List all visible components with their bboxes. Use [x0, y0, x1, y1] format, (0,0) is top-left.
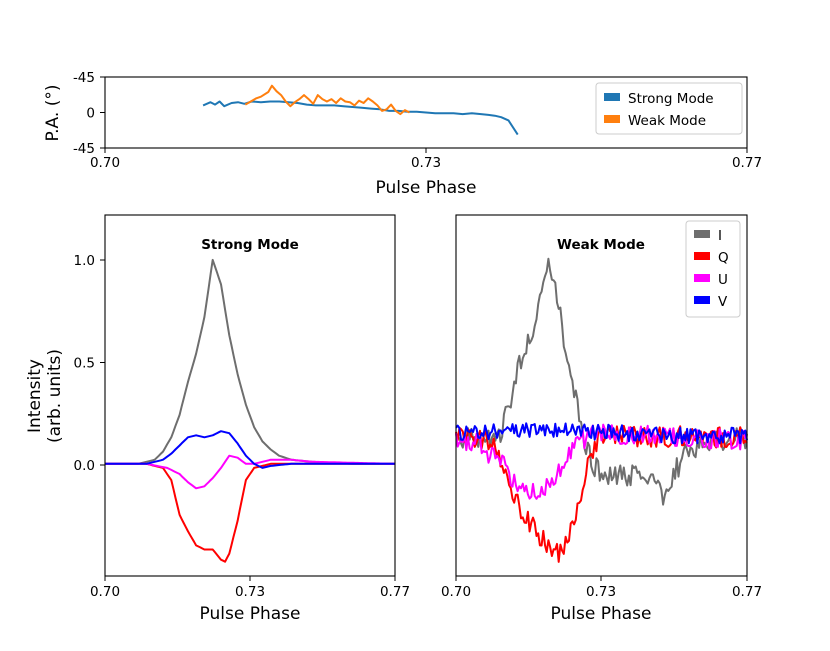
weak-xtick-label: 0.70 — [441, 584, 471, 600]
pa-plot-area — [202, 84, 519, 136]
pa-series-strong-mode — [202, 100, 519, 136]
strong-series-i — [105, 258, 395, 465]
stokes-legend-box — [685, 220, 741, 318]
strong-plot-area — [105, 258, 395, 563]
stokes-legend: I Q U V — [685, 220, 741, 318]
legend-swatch-q — [694, 252, 710, 260]
pa-legend: Strong Mode Weak Mode — [595, 82, 743, 135]
weak-plot-area — [455, 257, 748, 563]
weak-xtick-label: 0.77 — [732, 584, 762, 600]
pa-legend-box — [595, 82, 743, 135]
weak-mode-panel: Weak Mode 0.70 0.73 0.77 Pulse Phase I Q… — [441, 214, 762, 624]
legend-swatch-i — [694, 230, 710, 238]
strong-axes-frame — [104, 214, 396, 577]
strong-ytick-label: 0.0 — [74, 458, 95, 474]
legend-label-u: U — [718, 272, 728, 288]
pa-xtick-label: 0.77 — [732, 155, 762, 171]
weak-xlabel: Pulse Phase — [551, 604, 652, 624]
weak-xtick-label: 0.73 — [586, 584, 616, 600]
strong-ytick-label: 0.5 — [74, 356, 95, 372]
pa-legend-label-strong: Strong Mode — [628, 91, 714, 107]
weak-series-i — [455, 257, 748, 506]
legend-label-v: V — [718, 294, 728, 310]
pa-xlabel: Pulse Phase — [376, 178, 477, 198]
pa-series-weak-mode — [244, 84, 410, 116]
pa-xtick-label: 0.73 — [411, 155, 441, 171]
pa-ytick-label: -45 — [73, 70, 95, 86]
weak-series-v — [455, 422, 748, 445]
pa-panel: -45 0 -45 0.70 0.73 0.77 Pulse Phase P.A… — [43, 70, 762, 198]
legend-label-q: Q — [718, 250, 729, 266]
pa-ytick-label: -45 — [73, 141, 95, 157]
pa-xtick-label: 0.70 — [90, 155, 120, 171]
strong-series-q — [105, 462, 395, 563]
strong-xtick-label: 0.70 — [90, 584, 120, 600]
pa-legend-label-weak: Weak Mode — [628, 113, 706, 129]
legend-swatch-u — [694, 274, 710, 282]
strong-xtick-label: 0.73 — [235, 584, 265, 600]
strong-xlabel: Pulse Phase — [200, 604, 301, 624]
intensity-ylabel-line2: (arb. units) — [45, 349, 65, 443]
strong-xtick-label: 0.77 — [380, 584, 410, 600]
strong-series-v — [105, 430, 395, 469]
pa-legend-swatch-weak — [604, 115, 620, 123]
pa-ytick-label: 0 — [86, 106, 95, 122]
intensity-ylabel-line1: Intensity — [25, 359, 45, 433]
strong-mode-panel: Strong Mode 1.0 0.5 0.0 0.70 0.73 0.77 P… — [25, 214, 410, 624]
pa-legend-swatch-strong — [604, 93, 620, 101]
strong-ytick-label: 1.0 — [74, 253, 95, 269]
strong-series-u — [105, 454, 395, 490]
legend-swatch-v — [694, 296, 710, 304]
legend-label-i: I — [718, 228, 722, 244]
pa-ylabel: P.A. (°) — [43, 85, 63, 142]
weak-title: Weak Mode — [557, 237, 645, 253]
strong-title: Strong Mode — [201, 237, 299, 253]
